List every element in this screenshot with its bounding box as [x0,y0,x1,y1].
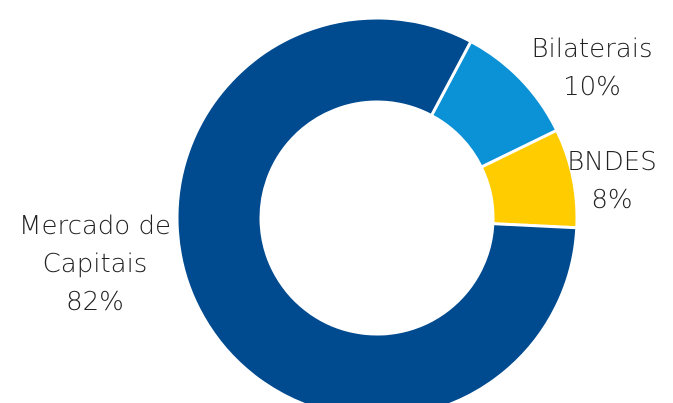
slice-labels: Bilaterais 10% BNDES 8% Mercado de Capitais 82… [19,34,657,317]
slice-name-label-2-1: Capitais [43,249,148,279]
slice-value-label-0-1: 10% [563,72,621,102]
slice-name-label-1-0: BNDES [567,147,656,177]
slice-value-label-1-1: 8% [591,185,632,215]
slice-value-label-2-2: 82% [66,287,124,317]
slice-name-label-0-0: Bilaterais [532,34,653,64]
slice-mercado-de-capitais [175,16,579,403]
donut-slices [175,16,579,403]
slice-name-label-2-0: Mercado de [19,211,171,241]
